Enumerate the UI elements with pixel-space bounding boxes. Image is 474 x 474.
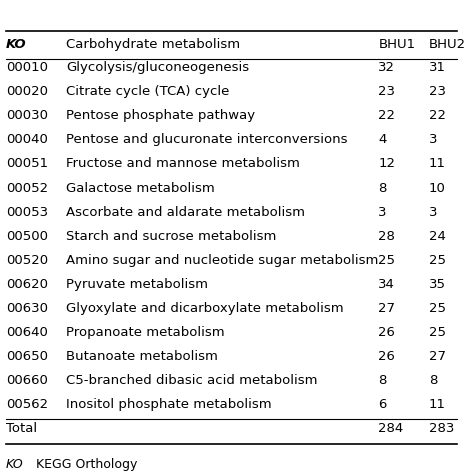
Text: 26: 26 — [378, 326, 395, 339]
Text: BHU2: BHU2 — [429, 38, 466, 51]
Text: 23: 23 — [378, 85, 395, 98]
Text: Inositol phosphate metabolism: Inositol phosphate metabolism — [66, 398, 272, 411]
Text: 00030: 00030 — [6, 109, 48, 122]
Text: 25: 25 — [429, 326, 446, 339]
Text: 22: 22 — [378, 109, 395, 122]
Text: Ascorbate and aldarate metabolism: Ascorbate and aldarate metabolism — [66, 206, 305, 219]
Text: 35: 35 — [429, 278, 446, 291]
Text: 32: 32 — [378, 61, 395, 74]
Text: 00650: 00650 — [6, 350, 48, 363]
Text: 23: 23 — [429, 85, 446, 98]
Text: Galactose metabolism: Galactose metabolism — [66, 182, 215, 194]
Text: 8: 8 — [378, 182, 387, 194]
Text: 00630: 00630 — [6, 302, 48, 315]
Text: KO: KO — [6, 458, 24, 471]
Text: 4: 4 — [378, 133, 387, 146]
Text: 00020: 00020 — [6, 85, 48, 98]
Text: C5-branched dibasic acid metabolism: C5-branched dibasic acid metabolism — [66, 374, 317, 387]
Text: 8: 8 — [378, 374, 387, 387]
Text: 00660: 00660 — [6, 374, 48, 387]
Text: 284: 284 — [378, 422, 404, 435]
Text: 3: 3 — [429, 133, 438, 146]
Text: 12: 12 — [378, 157, 395, 171]
Text: 25: 25 — [378, 254, 395, 267]
Text: 00052: 00052 — [6, 182, 48, 194]
Text: 00040: 00040 — [6, 133, 48, 146]
Text: 00051: 00051 — [6, 157, 48, 171]
Text: 3: 3 — [429, 206, 438, 219]
Text: 31: 31 — [429, 61, 446, 74]
Text: 00640: 00640 — [6, 326, 48, 339]
Text: Glycolysis/gluconeogenesis: Glycolysis/gluconeogenesis — [66, 61, 249, 74]
Text: 11: 11 — [429, 157, 446, 171]
Text: Amino sugar and nucleotide sugar metabolism: Amino sugar and nucleotide sugar metabol… — [66, 254, 378, 267]
Text: Pyruvate metabolism: Pyruvate metabolism — [66, 278, 208, 291]
Text: 25: 25 — [429, 254, 446, 267]
Text: KEGG Orthology: KEGG Orthology — [36, 458, 137, 471]
Text: Butanoate metabolism: Butanoate metabolism — [66, 350, 218, 363]
Text: 283: 283 — [429, 422, 455, 435]
Text: Total: Total — [6, 422, 37, 435]
Text: 00520: 00520 — [6, 254, 48, 267]
Text: 00010: 00010 — [6, 61, 48, 74]
Text: 10: 10 — [429, 182, 446, 194]
Text: Glyoxylate and dicarboxylate metabolism: Glyoxylate and dicarboxylate metabolism — [66, 302, 343, 315]
Text: 34: 34 — [378, 278, 395, 291]
Text: Carbohydrate metabolism: Carbohydrate metabolism — [66, 38, 240, 51]
Text: 25: 25 — [429, 302, 446, 315]
Text: 11: 11 — [429, 398, 446, 411]
Text: 22: 22 — [429, 109, 446, 122]
Text: 8: 8 — [429, 374, 438, 387]
Text: 00053: 00053 — [6, 206, 48, 219]
Text: 3: 3 — [378, 206, 387, 219]
Text: Pentose phosphate pathway: Pentose phosphate pathway — [66, 109, 255, 122]
Text: 28: 28 — [378, 230, 395, 243]
Text: Propanoate metabolism: Propanoate metabolism — [66, 326, 224, 339]
Text: 27: 27 — [378, 302, 395, 315]
Text: BHU1: BHU1 — [378, 38, 416, 51]
Text: 00620: 00620 — [6, 278, 48, 291]
Text: Citrate cycle (TCA) cycle: Citrate cycle (TCA) cycle — [66, 85, 229, 98]
Text: 27: 27 — [429, 350, 446, 363]
Text: 6: 6 — [378, 398, 387, 411]
Text: Fructose and mannose metabolism: Fructose and mannose metabolism — [66, 157, 300, 171]
Text: 00562: 00562 — [6, 398, 48, 411]
Text: KO: KO — [6, 38, 27, 51]
Text: Starch and sucrose metabolism: Starch and sucrose metabolism — [66, 230, 276, 243]
Text: 00500: 00500 — [6, 230, 48, 243]
Text: 24: 24 — [429, 230, 446, 243]
Text: Pentose and glucuronate interconversions: Pentose and glucuronate interconversions — [66, 133, 347, 146]
Text: 26: 26 — [378, 350, 395, 363]
